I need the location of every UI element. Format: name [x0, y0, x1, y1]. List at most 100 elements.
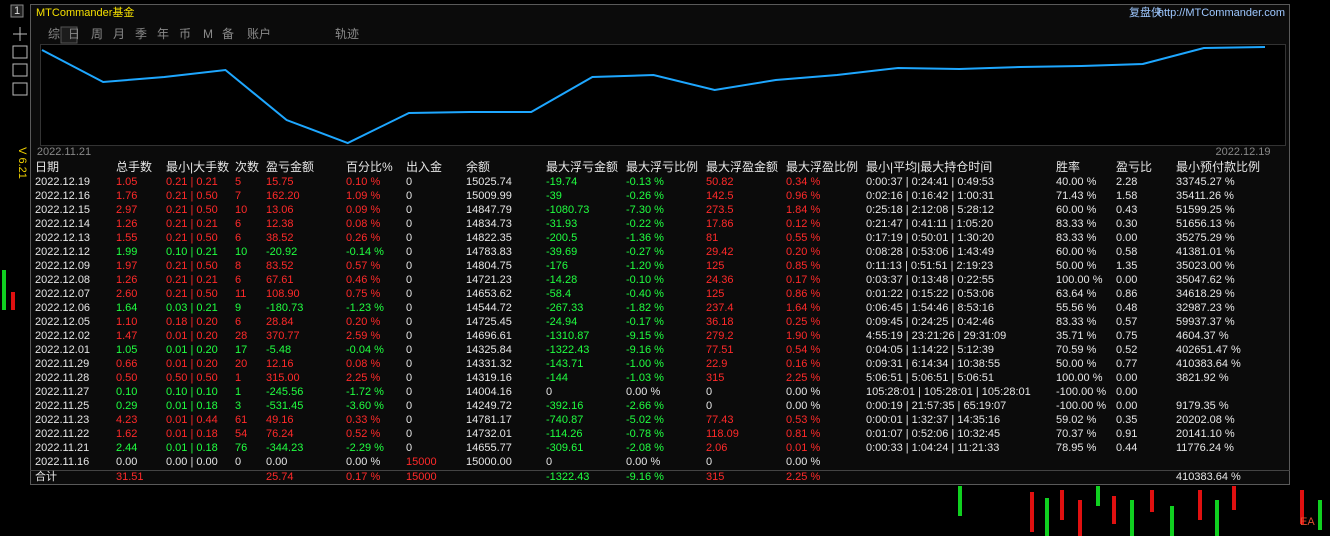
table-cell: 315 [706, 372, 724, 384]
table-cell: 0.01 | 0.20 [166, 330, 218, 342]
table-cell: 12.16 [266, 358, 294, 370]
table-cell: -1.00 % [626, 358, 664, 370]
table-cell: 100.00 % [1056, 372, 1103, 384]
tab[interactable]: 年 [157, 27, 169, 41]
table-cell: 100.00 % [1056, 274, 1103, 286]
toolbar-button[interactable] [10, 4, 24, 18]
table-cell: -1322.43 [546, 471, 589, 483]
table-cell: 0.10 % [346, 176, 380, 188]
table-cell: 0.10 | 0.21 [166, 246, 218, 258]
table-cell: 14325.84 [466, 344, 512, 356]
table-cell: 0.08 % [346, 218, 380, 230]
table-cell: 0.50 | 0.50 [166, 372, 218, 384]
table-cell: 0.00 % [786, 400, 820, 412]
table-cell: 14331.32 [466, 358, 512, 370]
table-cell: -1.23 % [346, 302, 384, 314]
table-cell: 0 [706, 400, 712, 412]
table-cell: 29.42 [706, 246, 734, 258]
table-cell: -58.4 [546, 288, 571, 300]
table-cell: 28 [235, 330, 247, 342]
table-cell: 0.26 % [346, 232, 380, 244]
table-cell: 0.86 % [786, 288, 820, 300]
table-cell: 0 [406, 204, 412, 216]
table-cell: -0.26 % [626, 190, 664, 202]
table-cell: 0.91 [1116, 428, 1137, 440]
table-cell: 10 [235, 246, 247, 258]
table-cell: 0.01 % [786, 442, 820, 454]
column-header: 最小|大手数 [166, 159, 229, 174]
table-cell: 63.64 % [1056, 288, 1097, 300]
table-cell: 1.55 [116, 232, 137, 244]
table-cell: 2022.11.28 [35, 372, 89, 384]
table-cell: -1080.73 [546, 204, 589, 216]
table-cell: 0.01 | 0.20 [166, 344, 218, 356]
table-cell: 1.58 [1116, 190, 1137, 202]
table-cell: 273.5 [706, 204, 734, 216]
table-cell: -114.26 [546, 428, 583, 440]
tab[interactable]: 周 [91, 27, 103, 41]
tab[interactable]: M [203, 27, 213, 41]
table-cell: 315 [706, 471, 724, 483]
table-cell: 2022.12.13 [35, 232, 90, 244]
table-cell: 15000 [406, 471, 437, 483]
table-cell: 0 [406, 246, 412, 258]
table-cell: 71.43 % [1056, 190, 1097, 202]
table-cell: -0.17 % [626, 316, 664, 328]
table-cell: 0 [546, 386, 552, 398]
table-cell: -200.5 [546, 232, 577, 244]
table-cell: 1.99 [116, 246, 137, 258]
table-cell: 0 [406, 386, 412, 398]
table-cell: 1.05 [116, 176, 137, 188]
tab[interactable]: 综 [48, 27, 60, 41]
table-cell: -14.28 [546, 274, 577, 286]
table-cell: -1322.43 [546, 344, 589, 356]
table-cell: 0.01 | 0.44 [166, 414, 218, 426]
tab[interactable]: 账户 [247, 26, 271, 41]
table-cell: 0.21 | 0.50 [166, 232, 218, 244]
table-cell: 0.30 [1116, 218, 1137, 230]
tab[interactable]: 备 [222, 27, 234, 41]
table-cell: 10 [235, 204, 247, 216]
table-cell: 14249.72 [466, 400, 512, 412]
table-cell: 17 [235, 344, 247, 356]
table-cell: -100.00 % [1056, 400, 1106, 412]
table-cell: 0.96 % [786, 190, 820, 202]
table-cell: 0.00 | 0.00 [166, 456, 218, 468]
tab[interactable]: 轨迹 [335, 27, 359, 41]
table-cell: 410383.64 % [1176, 358, 1241, 370]
tab[interactable]: 季 [135, 27, 147, 41]
table-cell: 0.52 [1116, 344, 1137, 356]
table-cell: 0 [406, 316, 412, 328]
site-url[interactable]: http://MTCommander.com [1158, 7, 1285, 19]
table-cell: 0 [706, 386, 712, 398]
tab[interactable]: 币 [179, 27, 191, 41]
table-cell: -24.94 [546, 316, 577, 328]
table-cell: 0:11:13 | 0:51:51 | 2:19:23 [866, 260, 993, 272]
table-cell: 0.21 | 0.50 [166, 204, 218, 216]
tab[interactable]: 月 [113, 27, 125, 41]
table-cell: 0:00:33 | 1:04:24 | 11:21:33 [866, 442, 999, 454]
table-cell: 1.26 [116, 218, 137, 230]
table-cell: 2.25 % [786, 372, 820, 384]
table-cell: 14834.73 [466, 218, 512, 230]
table-cell: 2.97 [116, 204, 137, 216]
table-cell: -2.29 % [346, 442, 384, 454]
tab-active [60, 26, 78, 44]
table-cell: 6 [235, 232, 241, 244]
table-cell: 0.57 % [346, 260, 380, 272]
table-cell: 14721.23 [466, 274, 512, 286]
table-cell: -1.72 % [346, 386, 384, 398]
table-cell: 77.51 [706, 344, 734, 356]
tab[interactable]: 日 [68, 27, 80, 41]
table-cell: -5.48 [266, 344, 291, 356]
table-cell: 0 [406, 330, 412, 342]
table-cell: 0:02:16 | 0:16:42 | 1:00:31 [866, 190, 994, 202]
table-cell: 0.54 % [786, 344, 820, 356]
table-cell: 1.84 % [786, 204, 820, 216]
table-cell: 0.21 | 0.50 [166, 260, 218, 272]
table-cell: 0 [706, 456, 712, 468]
table-cell: 14655.77 [466, 442, 512, 454]
table-cell: 125 [706, 288, 724, 300]
column-header: 百分比% [346, 160, 393, 174]
